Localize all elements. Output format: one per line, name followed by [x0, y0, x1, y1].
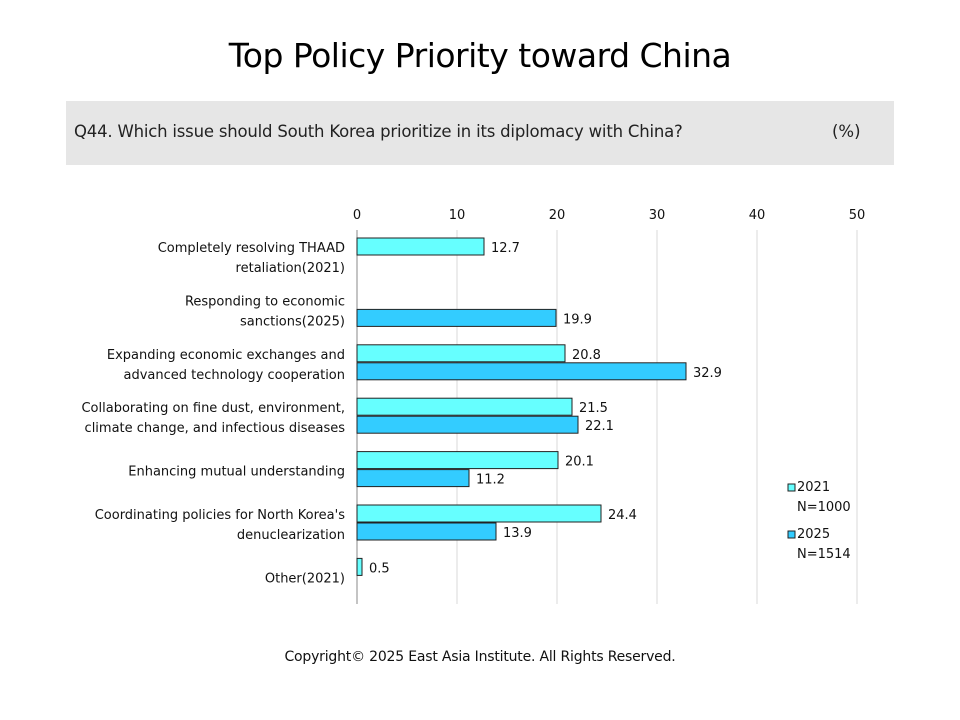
- data-label: 22.1: [585, 419, 614, 434]
- data-label: 20.8: [572, 348, 601, 363]
- category-label: Enhancing mutual understanding: [128, 465, 345, 480]
- bar-2021: [356, 451, 559, 470]
- legend-sample-size: N=1000: [797, 500, 851, 515]
- legend-label: 2025: [797, 527, 830, 542]
- category-label: Other(2021): [265, 571, 345, 586]
- category-label: climate change, and infectious diseases: [85, 421, 346, 436]
- category-label: Collaborating on fine dust, environment,: [81, 401, 345, 416]
- x-tick-label: 30: [649, 208, 666, 223]
- x-tick-label: 50: [849, 208, 866, 223]
- data-label: 11.2: [476, 473, 505, 488]
- data-label: 0.5: [369, 561, 390, 576]
- data-label: 19.9: [563, 312, 592, 327]
- legend-swatch: [787, 530, 796, 539]
- category-label: advanced technology cooperation: [124, 368, 345, 383]
- category-label: Completely resolving THAAD: [158, 241, 345, 256]
- x-tick-label: 40: [749, 208, 766, 223]
- category-label: sanctions(2025): [240, 314, 345, 329]
- category-label: denuclearization: [237, 528, 345, 543]
- bar-2025: [356, 362, 687, 381]
- category-label: Expanding economic exchanges and: [107, 348, 345, 363]
- unit-label: (%): [832, 122, 861, 141]
- x-tick-label: 0: [353, 208, 361, 223]
- bar-2025: [356, 522, 497, 541]
- legend-label: 2021: [797, 480, 830, 495]
- data-label: 32.9: [693, 366, 722, 381]
- x-tick-label: 10: [449, 208, 466, 223]
- category-label: Responding to economic: [185, 294, 345, 309]
- bar-2021: [356, 397, 573, 416]
- data-label: 12.7: [491, 241, 520, 256]
- bar-2021: [356, 344, 566, 363]
- data-label: 21.5: [579, 401, 608, 416]
- category-label: Coordinating policies for North Korea's: [95, 508, 346, 523]
- legend-swatch: [787, 483, 796, 492]
- bar-2021: [356, 504, 602, 523]
- copyright-notice: Copyright© 2025 East Asia Institute. All…: [284, 649, 676, 665]
- category-label: retaliation(2021): [236, 261, 345, 276]
- data-label: 20.1: [565, 455, 594, 470]
- question-text: Q44. Which issue should South Korea prio…: [74, 122, 683, 141]
- chart-title: Top Policy Priority toward China: [228, 36, 732, 75]
- bar-2021: [356, 557, 363, 576]
- bar-2021: [356, 237, 485, 256]
- data-label: 13.9: [503, 526, 532, 541]
- bar-2025: [356, 469, 470, 488]
- bar-2025: [356, 308, 557, 327]
- question-banner: Q44. Which issue should South Korea prio…: [66, 101, 894, 165]
- data-label: 24.4: [608, 508, 637, 523]
- legend-sample-size: N=1514: [797, 547, 851, 562]
- x-tick-label: 20: [549, 208, 566, 223]
- bar-2025: [356, 415, 579, 434]
